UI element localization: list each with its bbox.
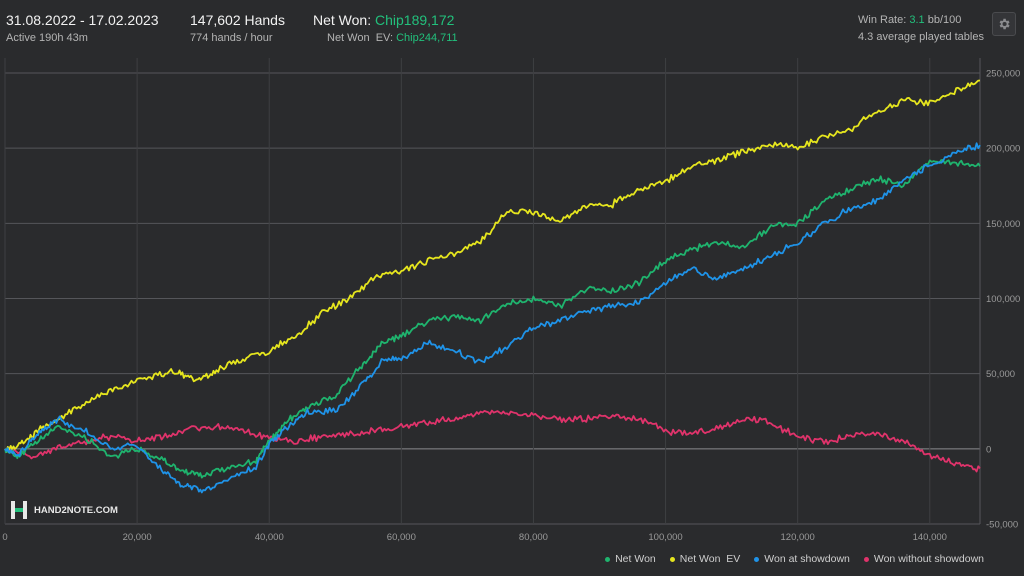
legend-won-without-showdown[interactable]: Won without showdown [863,553,984,565]
h2n-logo-icon [11,501,27,519]
x-tick-label: 0 [2,532,7,543]
y-tick-label: 150,000 [986,219,1020,230]
net-won: Net Won: Chip189,172 [313,12,454,28]
y-tick-label: 0 [986,444,991,455]
legend-net-won-ev[interactable]: Net Won EV [669,553,741,565]
y-tick-label: 250,000 [986,69,1020,80]
y-tick-label: -50,000 [986,520,1018,531]
legend-dot [863,556,869,562]
legend-won-at-showdown[interactable]: Won at showdown [754,553,850,565]
chart-grid [4,58,981,525]
y-tick-label: 100,000 [986,294,1020,305]
hand2note-logo: HAND2NOTE.COM [10,500,118,520]
active-time: Active 190h 43m [6,32,88,44]
date-range: 31.08.2022 - 17.02.2023 [6,12,159,28]
legend-dot [669,556,675,562]
legend-net-won[interactable]: Net Won [605,553,656,565]
legend-label: Won without showdown [873,553,984,565]
x-tick-label: 120,000 [781,532,815,543]
settings-button[interactable] [992,12,1016,36]
net-won-ev: Net Won EV: Chip244,711 [327,32,458,44]
legend-label: Net Won [615,553,656,565]
legend-dot [754,556,760,562]
y-tick-label: 50,000 [986,369,1015,380]
series-line-net-won-ev [4,79,981,453]
x-tick-label: 20,000 [123,532,152,543]
win-rate: Win Rate: 3.1 bb/100 [858,14,961,26]
x-tick-label: 140,000 [913,532,947,543]
net-won-ev-label: Net Won EV: [327,32,394,44]
legend-label: Won at showdown [764,553,850,565]
y-axis-ticks: 250,000 200,000 150,000 100,000 50,000 0 -50,0… [986,69,1020,531]
legend-dot [605,556,611,562]
x-axis-ticks: 0 20,000 40,000 60,000 80,000 100,000 120,000 1… [2,532,947,543]
net-won-value: Chip189,172 [375,12,455,28]
x-tick-label: 60,000 [387,532,416,543]
net-won-label: Net Won: [313,12,372,28]
series-line-net-won [4,159,981,479]
gear-icon [999,18,1010,30]
chart-legend: Net Won Net Won EV Won at showdown Won w… [605,553,984,565]
logo-text: HAND2NOTE.COM [34,504,118,516]
win-rate-value: 3.1 [909,14,925,26]
x-tick-label: 80,000 [519,532,548,543]
chart-series [4,79,981,494]
win-rate-label: Win Rate: [858,14,907,26]
series-line-won-at-showdown [4,142,981,494]
x-tick-label: 40,000 [255,532,284,543]
series-line-won-without-showdown [4,409,981,473]
x-tick-label: 100,000 [648,532,682,543]
avg-tables: 4.3 average played tables [858,31,984,43]
header: 31.08.2022 - 17.02.2023 Active 190h 43m … [0,0,1024,56]
hands-count: 147,602 Hands [190,12,285,28]
legend-label: Net Won EV [679,553,741,565]
y-tick-label: 200,000 [986,144,1020,155]
win-rate-unit: bb/100 [927,14,962,26]
hands-per-hour: 774 hands / hour [190,32,273,44]
net-won-ev-value: Chip244,711 [396,32,458,44]
